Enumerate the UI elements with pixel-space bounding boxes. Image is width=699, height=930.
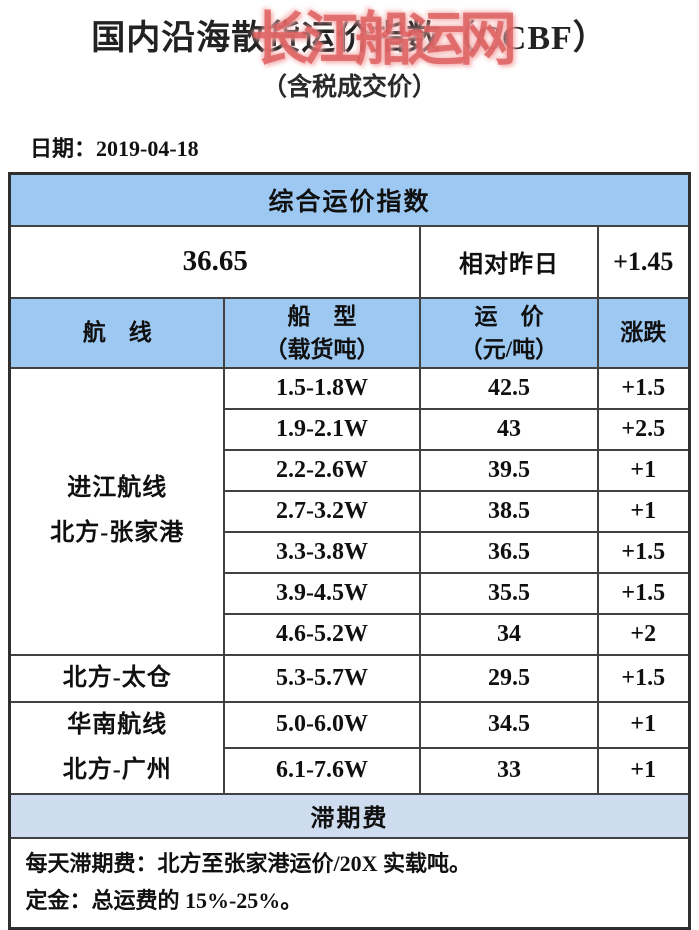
change-cell: +1 <box>596 489 691 533</box>
route-cell-huanan: 华南航线 北方-广州 <box>8 700 225 795</box>
change-cell: +1 <box>596 746 691 795</box>
price-cell: 38.5 <box>418 489 599 533</box>
table-row: 1.9-2.1W 43 +2.5 <box>10 407 691 451</box>
route-line1: 华南航线 <box>67 711 168 738</box>
date-line: 日期：2019-04-18 <box>30 131 699 163</box>
table-row: 2.2-2.6W 39.5 +1 <box>10 448 691 492</box>
table-row: 2.7-3.2W 38.5 +1 <box>10 489 691 533</box>
table-row: 4.6-5.2W 34 +2 <box>10 612 691 656</box>
col-header-price: 运 价 （元/吨） <box>418 296 599 369</box>
route-cell-jinjiang: 进江航线 北方-张家港 <box>8 366 225 656</box>
header: 国内沿海散货运价指数（CCBF） 长江船运网 （含税成交价） <box>0 0 699 103</box>
col-header-change: 涨跌 <box>596 296 691 369</box>
ship-type-cell: 1.5-1.8W <box>222 366 421 410</box>
change-cell: +2 <box>596 612 691 656</box>
ship-type-cell: 2.7-3.2W <box>222 489 421 533</box>
date-label: 日期： <box>30 136 97 161</box>
price-cell: 43 <box>418 407 599 451</box>
change-cell: +1.5 <box>596 571 691 615</box>
demurrage-note-line1: 每天滞期费：北方至张家港运价/20X 实载吨。 <box>25 850 471 876</box>
route-line2: 北方-张家港 <box>50 520 185 546</box>
table-row: 3.3-3.8W 36.5 +1.5 <box>10 530 691 574</box>
change-cell: +1 <box>596 448 691 492</box>
route-line1: 进江航线 <box>67 475 168 501</box>
table-row: 6.1-7.6W 33 +1 <box>10 746 691 795</box>
change-cell: +1.5 <box>596 653 691 703</box>
change-cell: +1.5 <box>596 366 691 410</box>
table-row: 华南航线 北方-广州 5.0-6.0W 34.5 +1 <box>8 700 691 795</box>
col-header-ship-type: 船 型 （载货吨） <box>222 296 421 369</box>
ship-type-cell: 5.3-5.7W <box>222 653 421 703</box>
demurrage-header: 滞期费 <box>8 792 691 839</box>
change-cell: +1 <box>596 700 691 749</box>
change-cell: +2.5 <box>596 407 691 451</box>
price-cell: 34.5 <box>418 700 599 749</box>
route-line2: 北方-广州 <box>62 756 172 783</box>
ship-type-cell: 2.2-2.6W <box>222 448 421 492</box>
ship-type-cell: 6.1-7.6W <box>222 746 421 795</box>
price-cell: 34 <box>418 612 599 656</box>
composite-index-value: 36.65 <box>8 224 421 299</box>
price-cell: 36.5 <box>418 530 599 574</box>
page-subtitle: （含税成交价） <box>261 74 437 101</box>
ship-type-cell: 3.9-4.5W <box>222 571 421 615</box>
composite-index-row: 综合运价指数 <box>8 172 691 227</box>
demurrage-header-row: 滞期费 <box>8 792 691 839</box>
relative-yesterday-change: +1.45 <box>596 224 691 299</box>
col-header-route: 航 线 <box>8 296 225 369</box>
ship-type-cell: 3.3-3.8W <box>222 530 421 574</box>
table-row: 进江航线 北方-张家港 1.5-1.8W 42.5 +1.5 <box>8 366 691 656</box>
summary-row: 36.65 相对昨日 +1.45 <box>8 224 691 299</box>
demurrage-note-line2: 定金：总运费的 15%-25%。 <box>25 887 303 913</box>
ship-type-cell: 5.0-6.0W <box>222 700 421 749</box>
ship-type-cell: 4.6-5.2W <box>222 612 421 656</box>
price-cell: 29.5 <box>418 653 599 703</box>
col-header-ship-line2: （载货吨） <box>264 336 380 362</box>
col-header-price-line2: （元/吨） <box>459 336 559 362</box>
route-cell-taicang: 北方-太仓 <box>8 653 225 703</box>
table-row: 3.9-4.5W 35.5 +1.5 <box>10 571 691 615</box>
col-header-ship-line1: 船 型 <box>287 303 357 329</box>
demurrage-notes: 每天滞期费：北方至张家港运价/20X 实载吨。 定金：总运费的 15%-25%。 <box>8 836 691 929</box>
relative-yesterday-label: 相对昨日 <box>418 224 599 299</box>
composite-index-header: 综合运价指数 <box>8 172 691 227</box>
date-value: 2019-04-18 <box>96 136 199 161</box>
ship-type-cell: 1.9-2.1W <box>222 407 421 451</box>
col-header-price-line1: 运 价 <box>474 303 544 329</box>
table-row: 北方-太仓 5.3-5.7W 29.5 +1.5 <box>8 653 691 703</box>
demurrage-notes-row: 每天滞期费：北方至张家港运价/20X 实载吨。 定金：总运费的 15%-25%。 <box>8 836 691 929</box>
freight-table: 综合运价指数 36.65 相对昨日 +1.45 航 线 船 型 （载货吨） 运 … <box>8 172 691 930</box>
price-cell: 39.5 <box>418 448 599 492</box>
page-title: 国内沿海散货运价指数（CCBF） <box>91 20 608 57</box>
change-cell: +1.5 <box>596 530 691 574</box>
price-cell: 35.5 <box>418 571 599 615</box>
price-cell: 33 <box>418 746 599 795</box>
price-cell: 42.5 <box>418 366 599 410</box>
column-header-row: 航 线 船 型 （载货吨） 运 价 （元/吨） 涨跌 <box>8 296 691 369</box>
